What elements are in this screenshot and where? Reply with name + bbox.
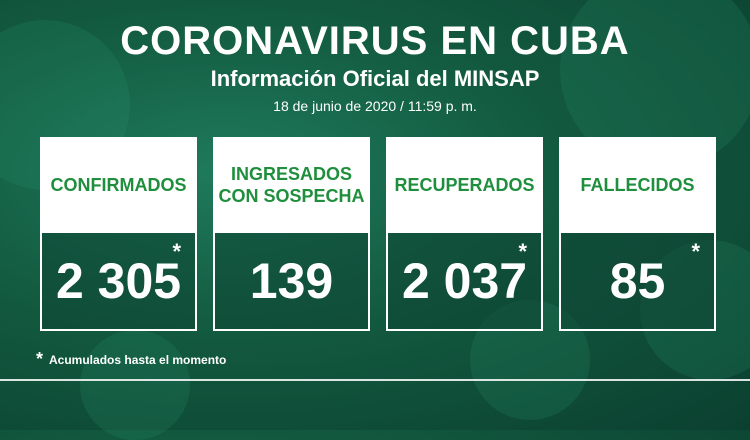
header: CORONAVIRUS EN CUBA Información Oficial …	[0, 18, 750, 116]
divider-line	[0, 379, 750, 381]
page-subtitle: Información Oficial del MINSAP	[210, 66, 540, 91]
card-value: 2 305 *	[42, 233, 195, 329]
footnote: * Acumulados hasta el momento	[36, 349, 226, 370]
virus-decoration	[80, 330, 190, 440]
card-label: CONFIRMADOS	[42, 139, 195, 233]
card-recovered: RECUPERADOS 2 037 *	[386, 137, 543, 331]
card-value: 139	[215, 233, 368, 329]
footnote-asterisk: *	[36, 349, 44, 369]
card-suspected: INGRESADOS CON SOSPECHA 139	[213, 137, 370, 331]
card-number: 2 037	[401, 253, 528, 309]
card-value: 2 037 *	[388, 233, 541, 329]
card-number: 85	[609, 253, 666, 309]
report-date: 18 de junio de 2020 / 11:59 p. m.	[273, 98, 477, 114]
card-number: 139	[249, 253, 334, 309]
card-label: RECUPERADOS	[388, 139, 541, 233]
card-label: INGRESADOS CON SOSPECHA	[215, 139, 368, 233]
footnote-text: Acumulados hasta el momento	[49, 352, 227, 367]
asterisk-mark: *	[518, 239, 527, 264]
asterisk-mark: *	[691, 239, 700, 264]
card-value: 85 *	[561, 233, 714, 329]
card-number: 2 305	[55, 253, 182, 309]
card-label: FALLECIDOS	[561, 139, 714, 233]
stats-cards: CONFIRMADOS 2 305 * INGRESADOS CON SOSPE…	[40, 137, 720, 331]
card-confirmed: CONFIRMADOS 2 305 *	[40, 137, 197, 331]
card-deceased: FALLECIDOS 85 *	[559, 137, 716, 331]
asterisk-mark: *	[172, 239, 181, 264]
page-title: CORONAVIRUS EN CUBA	[120, 19, 630, 63]
